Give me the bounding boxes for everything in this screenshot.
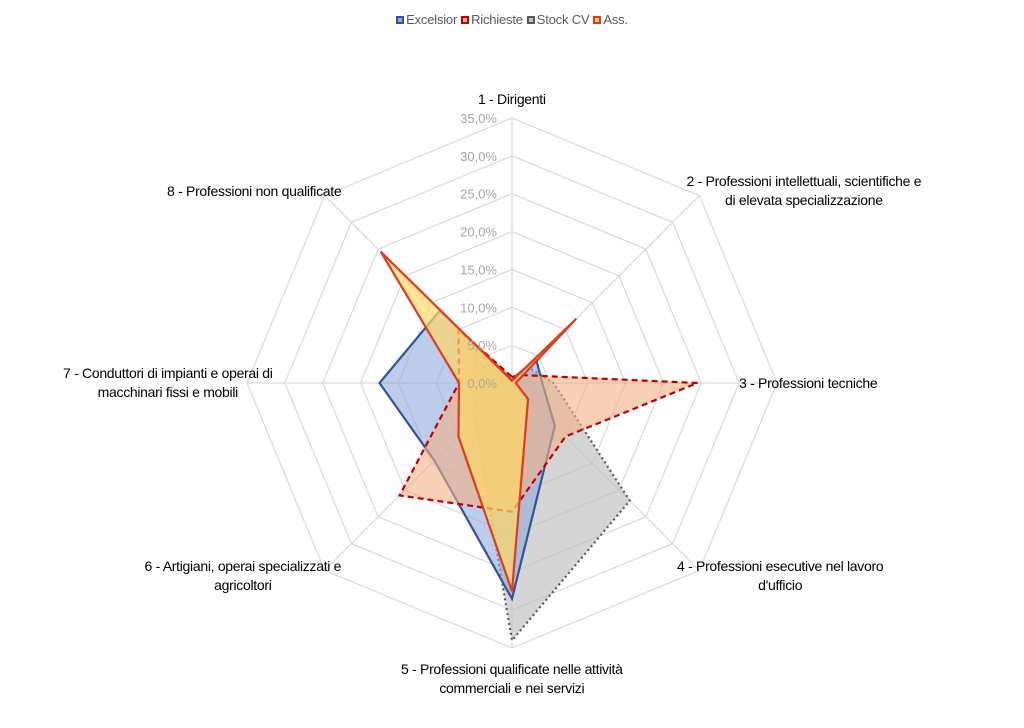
- legend-item: Ass.: [593, 12, 628, 27]
- tick-label: 30,0%: [460, 149, 497, 164]
- category-label: 3 - Professioni tecniche: [739, 375, 878, 391]
- tick-label: 20,0%: [460, 225, 497, 240]
- series-ass: [379, 251, 578, 592]
- category-label: 1 - Dirigenti: [478, 91, 546, 107]
- legend-item: Excelsior: [396, 12, 457, 27]
- tick-label: 5,0%: [467, 338, 497, 353]
- tick-label: 0,0%: [467, 376, 497, 391]
- category-label: 8 - Professioni non qualificate: [167, 183, 342, 199]
- tick-label: 25,0%: [460, 187, 497, 202]
- radar-series: [378, 251, 698, 643]
- category-label: 6 - Artigiani, operai specializzati e agr…: [144, 558, 342, 593]
- tick-label: 10,0%: [460, 300, 497, 315]
- category-label: 2 - Professioni intellettuali, scientifi…: [686, 173, 922, 208]
- legend-swatch: [461, 16, 470, 24]
- legend-label: Richieste: [471, 12, 523, 27]
- legend-swatch: [593, 16, 602, 24]
- radar-tick-labels: 0,0% 5,0% 10,0% 15,0% 20,0% 25,0% 30,0% 35,0%: [460, 111, 497, 391]
- legend-label: Excelsior: [406, 12, 458, 27]
- category-label: 4 - Professioni esecutive nel lavoro d'uf…: [677, 558, 884, 593]
- legend-label: Ass.: [603, 12, 628, 27]
- legend-swatch: [526, 16, 535, 24]
- tick-label: 15,0%: [460, 262, 497, 277]
- legend-label: Stock CV: [536, 12, 590, 27]
- chart-legend: Excelsior Richieste Stock CV Ass.: [0, 12, 1024, 27]
- category-label: 5 - Professioni qualificate nelle attivi…: [401, 661, 623, 696]
- legend-swatch: [396, 16, 405, 24]
- legend-item: Stock CV: [526, 12, 590, 27]
- tick-label: 35,0%: [460, 111, 497, 126]
- legend-item: Richieste: [461, 12, 523, 27]
- category-label: 7 - Conduttori di impianti e operai di ma…: [63, 365, 273, 400]
